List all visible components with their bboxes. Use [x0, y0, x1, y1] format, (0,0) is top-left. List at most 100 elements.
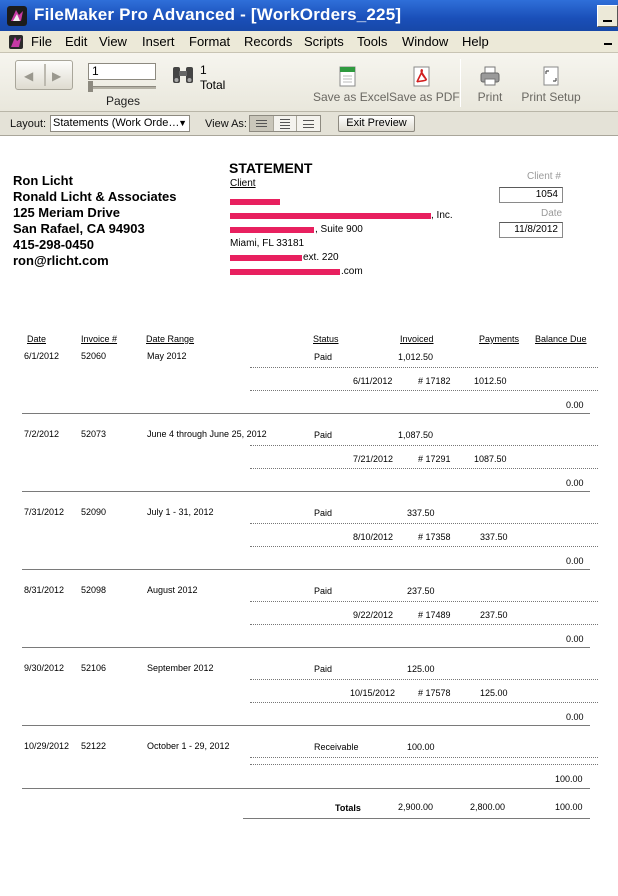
invoice-date-range: September 2012	[147, 663, 214, 673]
payment-date: 8/10/2012	[353, 532, 394, 542]
dotted-divider	[250, 468, 598, 469]
layout-dropdown[interactable]: Statements (Work Orde… ▼	[50, 115, 190, 132]
menu-insert[interactable]: Insert	[142, 34, 175, 49]
invoice-amount: 237.50	[407, 586, 435, 596]
invoice-date: 7/31/2012	[24, 507, 65, 517]
dotted-divider	[250, 624, 598, 625]
invoice-number: 52122	[81, 741, 107, 751]
invoice-date: 7/2/2012	[24, 429, 60, 439]
menu-bar: File Edit View Insert Format Records Scr…	[0, 31, 618, 53]
invoice-date: 9/30/2012	[24, 663, 65, 673]
row-separator	[22, 788, 590, 789]
document-minimize-button[interactable]	[601, 34, 615, 48]
invoice-status: Paid	[314, 586, 333, 596]
menu-file[interactable]: File	[31, 34, 52, 49]
toolbar-separator	[460, 59, 461, 107]
page-slider-handle[interactable]	[88, 81, 93, 92]
menu-help[interactable]: Help	[462, 34, 489, 49]
menu-records[interactable]: Records	[244, 34, 293, 49]
print-button[interactable]: Print	[474, 65, 506, 104]
statement-date-field: 11/8/2012	[499, 222, 563, 238]
redaction-bar	[230, 269, 340, 275]
layout-bar: Layout: Statements (Work Orde… ▼ View As…	[0, 112, 618, 136]
invoice-row: 6/1/2012 52060 May 2012 Paid 1,012.50 6/…	[0, 351, 618, 429]
payment-date: 9/22/2012	[353, 610, 394, 620]
row-separator	[22, 491, 590, 492]
client-label: Client	[230, 178, 256, 189]
view-as-list-button[interactable]	[274, 116, 298, 131]
save-as-excel-button[interactable]: Save as Excel	[313, 65, 390, 104]
chevron-down-icon: ▼	[178, 118, 187, 128]
invoice-number: 52060	[81, 351, 107, 361]
client-line-company: , Inc.	[230, 209, 453, 223]
total-balance-due: 100.00	[555, 802, 583, 812]
window-title: FileMaker Pro Advanced - [WorkOrders_225…	[34, 5, 402, 24]
firm-address-block: Ron Licht Ronald Licht & Associates 125 …	[13, 173, 177, 269]
menu-edit[interactable]: Edit	[65, 34, 88, 49]
invoice-amount: 1,012.50	[398, 352, 434, 362]
title-bar: FileMaker Pro Advanced - [WorkOrders_225…	[0, 0, 618, 31]
save-as-pdf-button[interactable]: Save as PDF	[389, 65, 460, 104]
invoice-row: 10/29/2012 52122 October 1 - 29, 2012 Re…	[0, 741, 618, 819]
payment-reference: # 17489	[418, 610, 451, 620]
invoice-date: 6/1/2012	[24, 351, 60, 361]
invoice-amount: 125.00	[407, 664, 435, 674]
payment-date: 10/15/2012	[350, 688, 396, 698]
client-number-label: Client #	[527, 171, 561, 182]
client-line-phone: ext. 220	[230, 251, 339, 265]
menu-view[interactable]: View	[99, 34, 127, 49]
page-number-input[interactable]: 1	[88, 63, 156, 80]
col-header-payments: Payments	[479, 334, 520, 344]
balance-due: 0.00	[566, 634, 584, 644]
pdf-icon	[413, 66, 430, 87]
menu-scripts[interactable]: Scripts	[304, 34, 344, 49]
payment-amount: 237.50	[480, 610, 508, 620]
client-address-block: , Inc. , Suite 900 Miami, FL 33181 ext. …	[230, 195, 453, 279]
save-as-excel-label: Save as Excel	[313, 90, 390, 104]
view-as-label: View As:	[205, 118, 247, 130]
view-as-table-button[interactable]	[297, 116, 320, 131]
page-slider-track[interactable]	[88, 86, 156, 89]
print-setup-button[interactable]: Print Setup	[520, 65, 582, 104]
menu-format[interactable]: Format	[189, 34, 231, 49]
view-as-form-button[interactable]	[250, 116, 274, 131]
binoculars-icon	[173, 67, 193, 83]
previous-page-icon[interactable]: ◀	[24, 69, 34, 83]
client-line-city: Miami, FL 33181	[230, 238, 305, 249]
total-label: Total	[200, 78, 226, 92]
menu-tools[interactable]: Tools	[357, 34, 388, 49]
redaction-bar	[230, 227, 314, 233]
totals-label: Totals	[335, 803, 361, 813]
balance-due: 0.00	[566, 478, 584, 488]
next-page-icon[interactable]: ▶	[52, 69, 62, 83]
excel-icon	[339, 66, 356, 87]
payment-reference: # 17182	[418, 376, 451, 386]
filemaker-app-icon[interactable]	[7, 6, 27, 26]
invoice-date-range: July 1 - 31, 2012	[147, 507, 214, 517]
balance-due: 100.00	[555, 774, 583, 784]
col-header-invoiced: Invoiced	[400, 334, 434, 344]
firm-city: San Rafael, CA 94903	[13, 221, 145, 236]
save-as-pdf-label: Save as PDF	[389, 90, 460, 104]
invoice-row: 7/31/2012 52090 July 1 - 31, 2012 Paid 3…	[0, 507, 618, 585]
date-label: Date	[541, 208, 563, 219]
invoice-row: 7/2/2012 52073 June 4 through June 25, 2…	[0, 429, 618, 507]
invoice-number: 52090	[81, 507, 107, 517]
invoice-date: 8/31/2012	[24, 585, 65, 595]
document-icon[interactable]	[8, 34, 24, 50]
exit-preview-button[interactable]: Exit Preview	[338, 115, 415, 132]
payment-date: 7/21/2012	[353, 454, 394, 464]
menu-window[interactable]: Window	[402, 34, 449, 49]
book-spine	[44, 64, 46, 86]
total-invoiced: 2,900.00	[398, 802, 434, 812]
dotted-divider	[250, 367, 598, 368]
payment-amount: 1012.50	[474, 376, 507, 386]
minimize-button[interactable]	[597, 5, 618, 27]
dotted-divider	[250, 679, 598, 680]
redaction-bar	[230, 255, 302, 261]
dotted-divider	[250, 601, 598, 602]
col-header-invoice: Invoice #	[81, 334, 118, 344]
invoice-number: 52098	[81, 585, 107, 595]
record-book-navigator[interactable]: ◀ ▶	[15, 60, 73, 90]
invoice-status: Receivable	[314, 742, 359, 752]
